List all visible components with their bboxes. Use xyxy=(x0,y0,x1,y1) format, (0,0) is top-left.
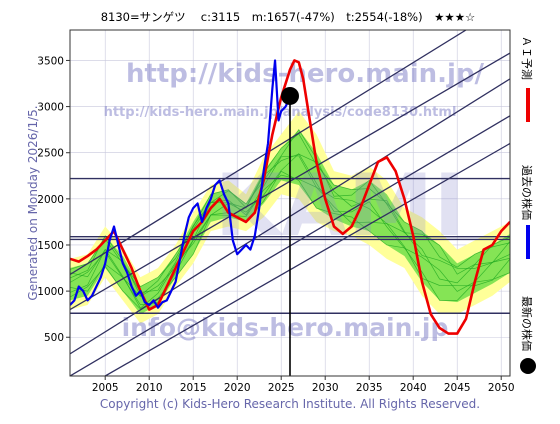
x-tick-label-2015: 2015 xyxy=(180,382,207,394)
copyright-text: Copyright (c) Kids-Hero Research Institu… xyxy=(100,397,480,411)
y-tick-label-2500: 2500 xyxy=(37,148,64,160)
chart-title: 8130=サンゲツ c:3115 m:1657(-47%) t:2554(-18… xyxy=(101,10,476,24)
x-tick-label-2035: 2035 xyxy=(356,382,383,394)
y-tick-label-3500: 3500 xyxy=(37,55,64,67)
legend-label-ai: ＡＩ予測 xyxy=(520,36,534,80)
plot-frame xyxy=(69,29,511,377)
x-axis-ticks: 2005 2010 2015 2020 2025 2030 2035 2040 2045 2050 xyxy=(92,376,515,394)
generated-date-label: Generated on Monday 2026/1/5. xyxy=(26,105,40,300)
current-marker xyxy=(281,86,299,105)
legend-label-past: 過去の株価 xyxy=(520,165,534,220)
x-tick-label-2005: 2005 xyxy=(92,382,119,394)
series-line-1 xyxy=(70,59,291,309)
watermark-email: info@kids-hero.main.jp xyxy=(122,313,449,342)
x-tick-label-2025: 2025 xyxy=(268,382,295,394)
y-tick-label-3000: 3000 xyxy=(37,102,64,114)
y-tick-label-500: 500 xyxy=(44,332,64,344)
legend: ＡＩ予測 過去の株価 最新の株価 xyxy=(520,36,536,374)
x-tick-label-2045: 2045 xyxy=(444,382,471,394)
series-lines xyxy=(70,59,510,335)
x-tick-label-2030: 2030 xyxy=(312,382,339,394)
series-line-0 xyxy=(70,59,510,335)
forecast-bands xyxy=(70,111,510,324)
y-tick-label-1500: 1500 xyxy=(37,240,64,252)
y-tick-label-1000: 1000 xyxy=(37,286,64,298)
channel-line-4 xyxy=(104,142,510,376)
current-price-dot xyxy=(281,86,299,105)
x-tick-label-2040: 2040 xyxy=(400,382,427,394)
x-tick-label-2050: 2050 xyxy=(488,382,515,394)
y-tick-label-2000: 2000 xyxy=(37,194,64,206)
legend-label-latest: 最新の株価 xyxy=(520,296,534,351)
legend-swatch-latest xyxy=(520,358,536,374)
band-core xyxy=(70,129,510,315)
y-axis-ticks: 500 1000 1500 2000 2500 3000 3500 xyxy=(37,55,70,344)
x-tick-label-2010: 2010 xyxy=(136,382,163,394)
x-tick-label-2020: 2020 xyxy=(224,382,251,394)
